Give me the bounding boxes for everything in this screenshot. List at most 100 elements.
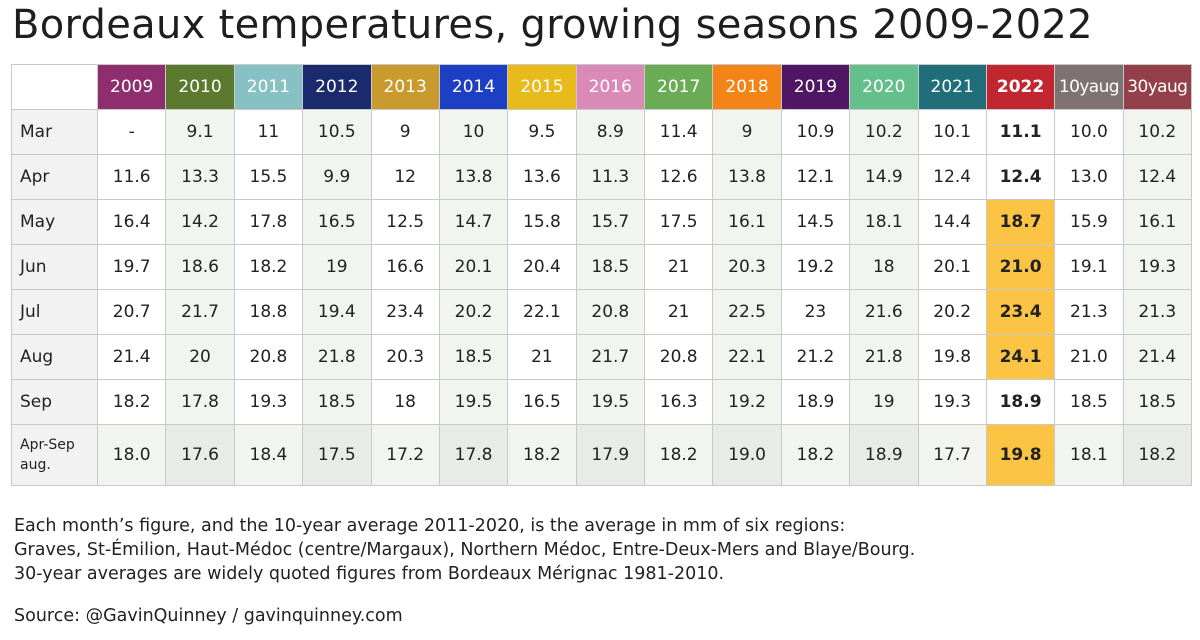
table-cell: 18.2: [96, 379, 167, 425]
table-cell: 16.1: [1122, 199, 1193, 245]
table-cell: 20.8: [575, 289, 646, 335]
table-cell: 21.3: [1054, 289, 1124, 335]
table-cell: 18.5: [575, 244, 646, 290]
average-cell: 18.1: [1054, 424, 1124, 486]
table-cell: 12.1: [780, 154, 851, 200]
table-cell: 20.8: [233, 334, 304, 380]
footnote-line: 30-year averages are widely quoted figur…: [14, 564, 725, 584]
table-cell: 18.9: [780, 379, 851, 425]
table-cell: 14.4: [917, 199, 987, 245]
table-cell: 21.0: [1054, 334, 1124, 380]
table-cell: 18.8: [233, 289, 304, 335]
average-row-label: Apr-Sep aug.: [11, 424, 98, 486]
table-cell: 11: [233, 109, 304, 155]
table-cell: 23.4: [985, 289, 1056, 335]
table-cell: 20.1: [917, 244, 987, 290]
average-cell: 17.9: [575, 424, 646, 486]
table-cell: 22.1: [712, 334, 782, 380]
table-cell: 19.2: [712, 379, 782, 425]
table-cell: 21: [643, 244, 714, 290]
average-cell: 18.2: [643, 424, 714, 486]
table-cell: 19.2: [780, 244, 851, 290]
table-cell: 16.5: [507, 379, 577, 425]
table-cell: 15.5: [233, 154, 304, 200]
table-cell: 21.8: [849, 334, 919, 380]
table-row: Jul 20.7 21.7 18.8 19.4 23.4 20.2 22.1 20.8 21 22.…: [11, 289, 1193, 335]
table-cell: 16.5: [302, 199, 372, 245]
table-cell: 13.8: [712, 154, 782, 200]
table-cell: 17.8: [165, 379, 235, 425]
table-cell: 20.8: [643, 334, 714, 380]
table-cell: 9: [370, 109, 440, 155]
table-cell: 19.7: [96, 244, 167, 290]
table-cell: 10.1: [917, 109, 987, 155]
average-cell: 19.0: [712, 424, 782, 486]
table-cell: 18.1: [849, 199, 919, 245]
table-cell: 11.6: [96, 154, 167, 200]
table-cell: 15.8: [507, 199, 577, 245]
average-cell: 18.4: [233, 424, 304, 486]
table-cell: 19: [302, 244, 372, 290]
table-row: Sep 18.2 17.8 19.3 18.5 18 19.5 16.5 19.5 16.3 19.…: [11, 379, 1193, 425]
table-cell: 11.4: [643, 109, 714, 155]
table-cell: 14.7: [438, 199, 509, 245]
table-cell: 24.1: [985, 334, 1056, 380]
column-header-30yaug: 30yaug: [1122, 64, 1193, 110]
average-cell: 18.2: [1122, 424, 1193, 486]
table-cell: 21: [643, 289, 714, 335]
table-cell: 18.5: [438, 334, 509, 380]
table-cell: 18.9: [985, 379, 1056, 425]
row-label: Mar: [11, 109, 98, 155]
table-cell: 21.2: [780, 334, 851, 380]
table-cell: 21.0: [985, 244, 1056, 290]
table-cell: 23: [780, 289, 851, 335]
table-cell: 10.2: [849, 109, 919, 155]
table-cell: 21.4: [1122, 334, 1193, 380]
table-cell: 14.5: [780, 199, 851, 245]
table-cell: 12.4: [985, 154, 1056, 200]
column-header-2012: 2012: [302, 64, 372, 110]
table-cell: 20.3: [712, 244, 782, 290]
average-cell: 17.5: [302, 424, 372, 486]
table-cell: 13.6: [507, 154, 577, 200]
row-label: Sep: [11, 379, 98, 425]
table-cell: 9: [712, 109, 782, 155]
table-cell: 18.5: [1122, 379, 1193, 425]
table-cell: 19.5: [438, 379, 509, 425]
column-header-2021: 2021: [917, 64, 987, 110]
column-header-2011: 2011: [233, 64, 304, 110]
average-cell: 18.2: [507, 424, 577, 486]
table-cell: 14.2: [165, 199, 235, 245]
chart-title: Bordeaux temperatures, growing seasons 2…: [12, 2, 1093, 48]
header-row: 2009 2010 2011 2012 2013 2014 2015 2016 2017 2018…: [11, 64, 1193, 110]
table-cell: 12.5: [370, 199, 440, 245]
table-cell: 13.0: [1054, 154, 1124, 200]
table-cell: 10.2: [1122, 109, 1193, 155]
table-cell: 20.2: [438, 289, 509, 335]
table-cell: 20.4: [507, 244, 577, 290]
table-cell: 21.3: [1122, 289, 1193, 335]
column-header-2017: 2017: [643, 64, 714, 110]
table-cell: 18.6: [165, 244, 235, 290]
table-row: May 16.4 14.2 17.8 16.5 12.5 14.7 15.8 15.7 17.5 1…: [11, 199, 1193, 245]
table-cell: 20.2: [917, 289, 987, 335]
table-cell: 11.3: [575, 154, 646, 200]
average-cell: 17.7: [917, 424, 987, 486]
table-cell: 18: [370, 379, 440, 425]
table-cell: 16.1: [712, 199, 782, 245]
average-cell: 17.6: [165, 424, 235, 486]
table-row: Aug 21.4 20 20.8 21.8 20.3 18.5 21 21.7 20.8 22.1 2…: [11, 334, 1193, 380]
table-cell: 10.0: [1054, 109, 1124, 155]
table-cell: 21.4: [96, 334, 167, 380]
table-cell: 18: [849, 244, 919, 290]
table-cell: 19.4: [302, 289, 372, 335]
footnotes: Each month’s figure, and the 10-year ave…: [14, 514, 915, 586]
column-header-2018: 2018: [712, 64, 782, 110]
table-cell: 9.9: [302, 154, 372, 200]
column-header-2020: 2020: [849, 64, 919, 110]
column-header-2019: 2019: [780, 64, 851, 110]
table-cell: 21.8: [302, 334, 372, 380]
average-cell: 17.8: [438, 424, 509, 486]
table-cell: 20.1: [438, 244, 509, 290]
column-header-2014: 2014: [438, 64, 509, 110]
